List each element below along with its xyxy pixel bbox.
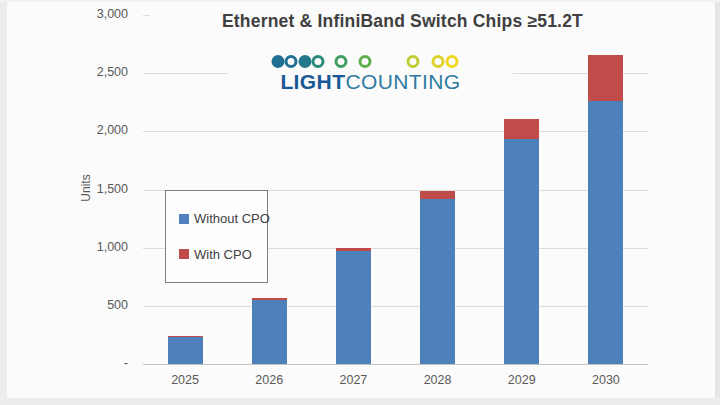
gridline-2000 — [143, 131, 648, 132]
bar-with-cpo-2028 — [420, 191, 455, 199]
y-tick-label-500: 500 — [107, 298, 128, 312]
legend: Without CPO With CPO — [165, 190, 268, 283]
x-tick-label-2026: 2026 — [239, 373, 299, 387]
x-tick-label-2030: 2030 — [576, 373, 636, 387]
bar-without-cpo-2029 — [504, 139, 539, 364]
bar-without-cpo-2025 — [168, 337, 203, 364]
bar-without-cpo-2027 — [336, 251, 371, 364]
bar-with-cpo-2029 — [504, 119, 539, 140]
slide-edge-left — [0, 0, 7, 405]
y-tick-label-1500: 1,500 — [97, 182, 128, 196]
bar-without-cpo-2028 — [420, 199, 455, 364]
lightcounting-logo: LIGHTCOUNTING — [228, 44, 513, 100]
logo-text-bold: LIGHT — [280, 70, 345, 93]
logo-text: LIGHTCOUNTING — [280, 71, 460, 92]
y-tick-label-1000: 1,000 — [97, 240, 128, 254]
y-axis-title: Units — [79, 174, 93, 201]
logo-text-regular: COUNTING — [345, 70, 460, 93]
legend-label-with-cpo: With CPO — [194, 247, 252, 262]
legend-swatch-with-cpo — [179, 249, 189, 259]
logo-chain-icon — [268, 53, 473, 70]
slide-edge-top — [0, 0, 720, 2]
gridline-500 — [143, 306, 648, 307]
slide-edge-bottom — [0, 398, 720, 405]
legend-item-with-cpo: With CPO — [179, 247, 267, 262]
bar-without-cpo-2026 — [252, 300, 287, 364]
legend-swatch-without-cpo — [179, 214, 189, 224]
bar-with-cpo-2030 — [588, 55, 623, 102]
bar-with-cpo-2025 — [168, 336, 203, 337]
bar-with-cpo-2027 — [336, 248, 371, 251]
chart-title: Ethernet & InfiniBand Switch Chips ≥51.2… — [150, 8, 655, 35]
y-tick-label-3000: 3,000 — [97, 7, 128, 21]
x-tick-label-2028: 2028 — [408, 373, 468, 387]
x-tick-label-2029: 2029 — [492, 373, 552, 387]
x-tick-label-2027: 2027 — [323, 373, 383, 387]
slide-edge-right — [715, 0, 720, 405]
y-tick-label-2000: 2,000 — [97, 124, 128, 138]
bar-with-cpo-2026 — [252, 298, 287, 300]
bar-without-cpo-2030 — [588, 101, 623, 364]
chart-slide: Ethernet & InfiniBand Switch Chips ≥51.2… — [0, 0, 720, 405]
legend-label-without-cpo: Without CPO — [194, 211, 270, 226]
y-tick-label-0: - — [124, 356, 128, 370]
y-tick-label-2500: 2,500 — [97, 65, 128, 79]
x-tick-label-2025: 2025 — [155, 373, 215, 387]
x-axis-line — [143, 364, 648, 365]
legend-item-without-cpo: Without CPO — [179, 211, 267, 226]
